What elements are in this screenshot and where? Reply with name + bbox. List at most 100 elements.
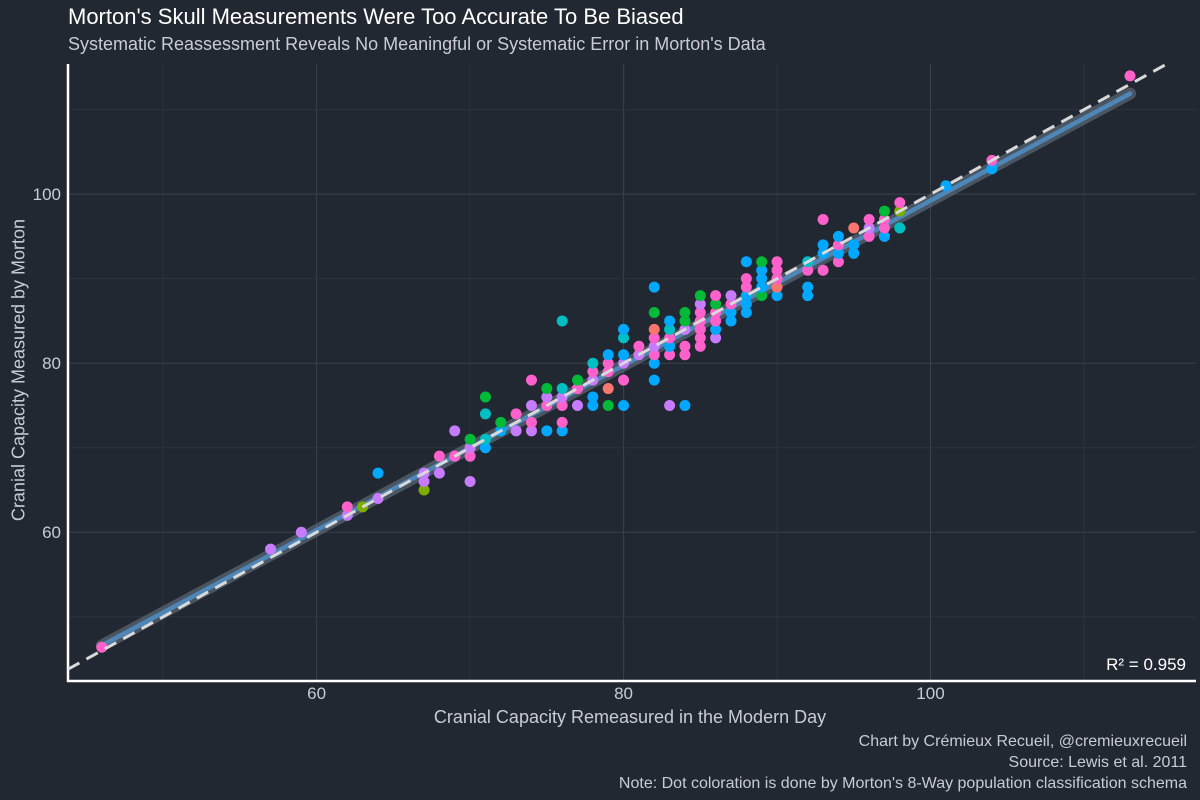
data-point [694,290,706,302]
data-point [556,416,568,428]
data-point [694,340,706,352]
data-point [848,247,860,259]
data-point [694,298,706,310]
data-point [556,425,568,437]
data-point [771,264,783,276]
data-point [510,425,522,437]
data-point [863,214,875,226]
data-point [618,323,630,335]
data-point [756,290,768,302]
data-point [418,476,430,488]
data-point [433,450,445,462]
data-point [817,214,829,226]
y-axis-label: Cranial Capacity Measured by Morton [8,218,29,522]
data-point [418,484,430,496]
y-tick-label: 100 [33,185,61,204]
data-point [679,349,691,361]
data-point [572,374,584,386]
data-point [449,425,461,437]
data-point [832,230,844,242]
data-point [479,408,491,420]
data-point [541,391,553,403]
y-tick-label: 60 [42,523,61,542]
data-point [694,323,706,335]
caption-author: Chart by Crémieux Recueil, @cremieuxrecu… [858,733,1187,750]
data-point [710,332,722,344]
data-point [541,425,553,437]
data-point [510,408,522,420]
data-point [894,197,906,209]
data-point [878,230,890,242]
data-point [479,391,491,403]
data-point [618,399,630,411]
data-point [756,273,768,285]
data-point [648,374,660,386]
data-point [495,416,507,428]
data-point [602,383,614,395]
data-point [96,641,108,653]
data-point [265,543,277,555]
data-point [464,433,476,445]
data-point [725,290,737,302]
data-point [648,349,660,361]
data-point [756,264,768,276]
data-point [648,332,660,344]
data-point [771,290,783,302]
data-point [556,399,568,411]
data-point [664,315,676,327]
data-point [725,315,737,327]
data-point [802,281,814,293]
data-point [587,399,599,411]
x-tick-label: 100 [916,684,944,703]
data-point [479,433,491,445]
data-point [740,281,752,293]
chart-title: Morton's Skull Measurements Were Too Acc… [68,4,684,29]
data-point [756,256,768,268]
data-point [602,357,614,369]
x-tick-label: 80 [614,684,633,703]
data-point [878,222,890,234]
data-point [602,349,614,361]
data-point [572,399,584,411]
fit-line [99,91,1133,648]
data-point [802,290,814,302]
data-point [541,383,553,395]
data-point [648,306,660,318]
data-point [740,298,752,310]
data-point [817,264,829,276]
x-tick-label: 60 [307,684,326,703]
data-point [710,298,722,310]
data-point [479,442,491,454]
data-point [664,323,676,335]
data-point [710,323,722,335]
caption-source: Source: Lewis et al. 2011 [1008,754,1187,771]
data-point [618,349,630,361]
data-point [587,391,599,403]
data-point [525,374,537,386]
data-point [725,306,737,318]
x-axis-label: Cranial Capacity Remeasured in the Moder… [433,707,827,727]
data-point [679,315,691,327]
data-point [878,205,890,217]
data-point [802,264,814,276]
data-point [679,340,691,352]
caption-note: Note: Dot coloration is done by Morton's… [618,775,1187,792]
data-point [740,306,752,318]
data-point [694,332,706,344]
data-point [986,163,998,175]
data-point [848,222,860,234]
data-point [664,340,676,352]
data-point [863,230,875,242]
data-point [556,383,568,395]
data-point [817,239,829,251]
data-point [295,526,307,538]
data-point [664,399,676,411]
data-point [1124,70,1136,82]
r-squared-annotation: R² = 0.959 [1106,655,1186,674]
data-point [679,399,691,411]
data-point [525,399,537,411]
data-point [664,349,676,361]
data-point [848,239,860,251]
data-point [372,467,384,479]
